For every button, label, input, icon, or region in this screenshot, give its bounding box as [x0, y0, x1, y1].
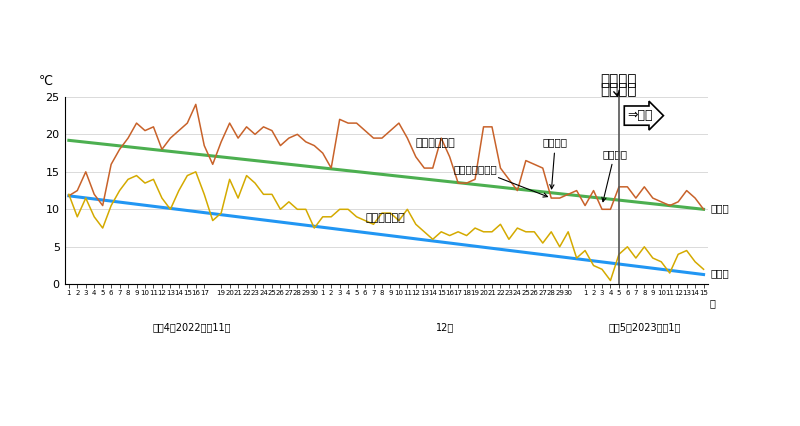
Text: 平年値: 平年値	[710, 268, 729, 278]
Text: 年始寒波: 年始寒波	[601, 73, 637, 88]
Text: ⇒予報: ⇒予報	[627, 109, 653, 122]
Text: 年始寒波: 年始寒波	[601, 82, 637, 97]
Text: 令和5（2023年）1月: 令和5（2023年）1月	[608, 322, 681, 332]
Text: 年末寒波: 年末寒波	[542, 138, 568, 189]
Text: 平年値: 平年値	[710, 203, 729, 213]
Text: ℃: ℃	[38, 75, 52, 87]
Text: 日: 日	[710, 298, 715, 308]
Text: 年始寒波: 年始寒波	[602, 149, 627, 201]
Text: クリスマス寒波: クリスマス寒波	[454, 164, 547, 197]
Text: 12月: 12月	[436, 322, 454, 332]
Text: 【最低気温】: 【最低気温】	[365, 213, 405, 223]
Text: 令和4（2022年）11月: 令和4（2022年）11月	[152, 322, 230, 332]
Text: 【最高気温】: 【最高気温】	[416, 138, 455, 148]
